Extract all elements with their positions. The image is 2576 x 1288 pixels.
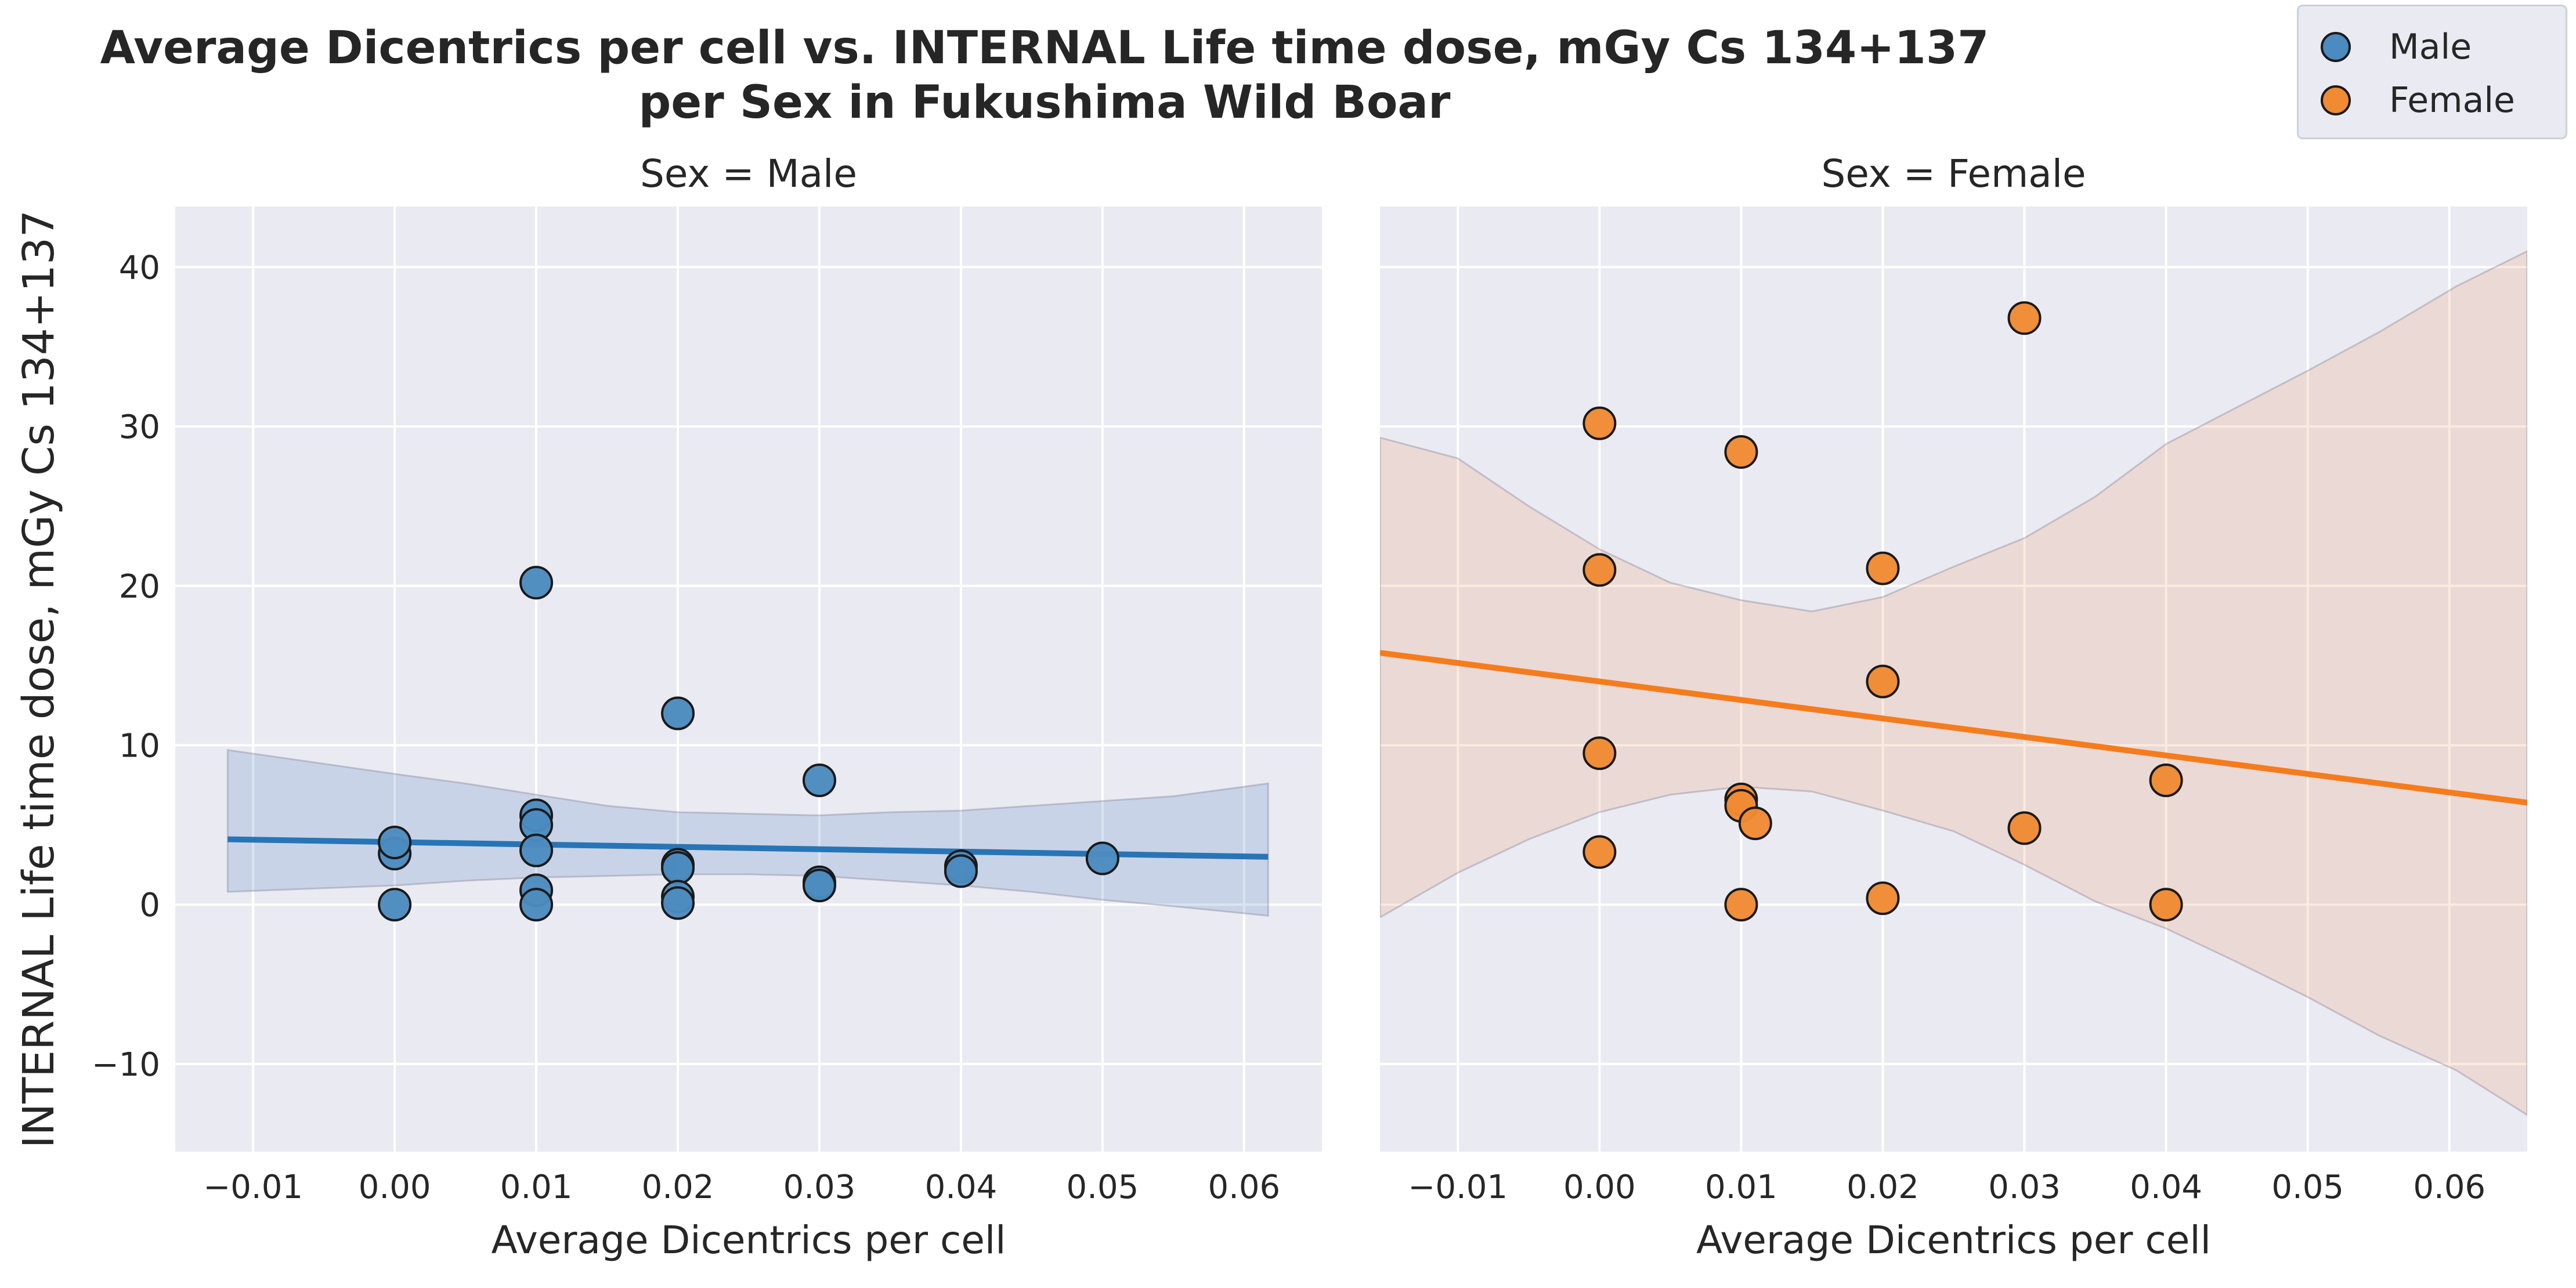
legend-marker-male [2321, 32, 2351, 62]
legend-marker-female [2321, 85, 2351, 115]
y-tick-label: 20 [119, 568, 160, 606]
x-tick-label: −0.01 [203, 1168, 303, 1206]
x-tick-label: 0.06 [1208, 1168, 1280, 1206]
data-point-female-15 [2149, 888, 2183, 922]
data-point-male-18 [944, 854, 978, 888]
x-tick-label: 0.02 [1847, 1168, 1919, 1206]
data-point-male-8 [519, 888, 554, 922]
data-point-male-0 [378, 888, 412, 922]
plot-area [226, 566, 1269, 922]
data-point-male-14 [802, 763, 836, 797]
y-tick-label: 40 [119, 249, 160, 287]
data-point-male-9 [661, 696, 695, 730]
figure-title-line-2: per Sex in Fukushima Wild Boar [638, 77, 1451, 129]
y-tick-label: 10 [119, 728, 160, 765]
legend: Male Female [2297, 5, 2567, 139]
panel-title-female: Sex = Female [1821, 151, 2086, 196]
data-point-male-3 [519, 566, 554, 600]
legend-item-male: Male [2321, 24, 2472, 70]
legend-label-male: Male [2389, 27, 2472, 67]
x-axis-label-male: Average Dicentrics per cell [491, 1218, 1006, 1262]
data-point-male-13 [661, 886, 695, 920]
data-point-female-13 [2007, 811, 2042, 845]
data-point-female-1 [1583, 553, 1617, 587]
x-tick-label: 0.04 [925, 1168, 998, 1206]
data-point-female-12 [2007, 301, 2042, 335]
y-tick-label: 0 [139, 887, 160, 924]
data-point-female-10 [1866, 664, 1900, 699]
data-point-female-3 [1583, 835, 1617, 869]
data-point-female-14 [2149, 763, 2183, 797]
x-tick-label: 0.01 [500, 1168, 573, 1206]
data-point-female-7 [1738, 806, 1772, 841]
data-point-female-0 [1583, 406, 1617, 440]
x-tick-label: −0.01 [1408, 1168, 1508, 1206]
x-axis-label-female: Average Dicentrics per cell [1696, 1218, 2211, 1262]
x-tick-label: 0.06 [2413, 1168, 2485, 1206]
data-point-male-2 [378, 826, 412, 860]
x-tick-label: 0.03 [1988, 1168, 2061, 1206]
panel-background [175, 207, 1322, 1152]
y-axis-label: INTERNAL Life time dose, mGy Cs 134+137 [14, 210, 64, 1148]
figure-title-line-1: Average Dicentrics per cell vs. INTERNAL… [100, 22, 1989, 74]
x-tick-label: 0.05 [2271, 1168, 2344, 1206]
data-point-female-2 [1583, 736, 1617, 770]
confidence-band-male [226, 748, 1269, 917]
panel-female: Sex = Female −0.01 0.00 0.01 0.02 0.03 0.04 0.0… [1380, 151, 2527, 1262]
plot-area [1380, 250, 2527, 1116]
data-point-female-9 [1866, 551, 1900, 585]
data-point-female-4 [1724, 435, 1758, 469]
y-tick-label: −10 [92, 1046, 160, 1084]
panel-male: Sex = Male −0.01 0.00 0.01 0.02 0.03 0.04 0.05 0… [92, 151, 1322, 1262]
confidence-band-female [1380, 250, 2527, 1116]
x-tick-label: 0.02 [642, 1168, 714, 1206]
panel-title-male: Sex = Male [640, 151, 857, 196]
y-tick-label: 30 [119, 408, 160, 446]
x-tick-label: 0.00 [359, 1168, 431, 1206]
data-point-female-11 [1866, 881, 1900, 916]
data-point-male-11 [661, 851, 695, 885]
data-point-male-19 [1085, 841, 1119, 875]
x-tick-label: 0.01 [1705, 1168, 1777, 1206]
x-tick-label: 0.00 [1563, 1168, 1636, 1206]
x-tick-label: 0.04 [2130, 1168, 2202, 1206]
x-tick-label: 0.03 [783, 1168, 856, 1206]
data-point-male-6 [519, 833, 554, 867]
data-point-female-8 [1724, 888, 1758, 922]
legend-label-female: Female [2389, 80, 2515, 121]
regression-line-female [1380, 650, 2527, 806]
x-tick-label: 0.05 [1067, 1168, 1139, 1206]
legend-item-female: Female [2321, 77, 2515, 124]
data-point-male-16 [802, 869, 836, 903]
